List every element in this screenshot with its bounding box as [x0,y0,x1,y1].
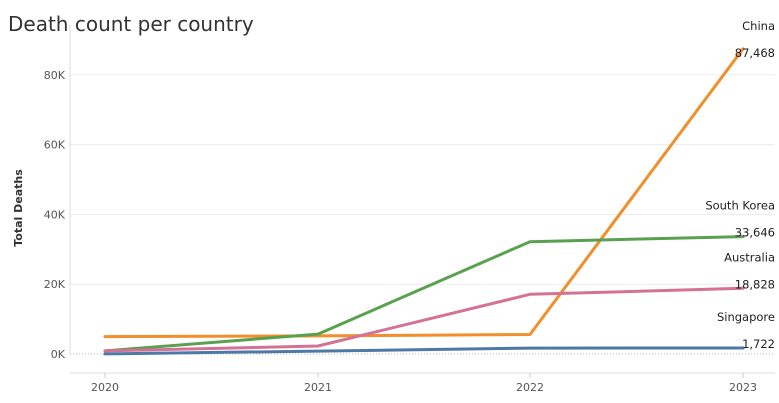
series-name-label-australia: Australia [724,250,775,264]
x-tick-label: 2023 [729,381,757,394]
series-line-south-korea [103,235,745,353]
series-line-australia [103,286,745,353]
series-value-label-south-korea: 33,646 [735,226,775,240]
y-tick-label: 80K [44,69,66,82]
chart-title: Death count per country [8,12,254,36]
y-tick-label: 60K [44,139,66,152]
series-name-label-singapore: Singapore [717,310,775,324]
series-value-label-china: 87,468 [735,46,775,60]
x-tick-label: 2022 [516,381,544,394]
x-tick-label: 2020 [91,381,119,394]
series-value-label-australia: 18,828 [735,277,775,291]
y-tick-label: 40K [44,208,66,221]
y-tick-label: 0K [51,348,66,361]
y-tick-label: 20K [44,278,66,291]
series-name-label-south-korea: South Korea [705,199,775,213]
x-tick-label: 2021 [304,381,332,394]
series-line-singapore [103,346,745,356]
series-value-label-singapore: 1,722 [742,337,775,351]
series-line-china [103,47,745,339]
y-axis-title: Total Deaths [12,169,25,247]
series-name-label-china: China [742,19,775,33]
